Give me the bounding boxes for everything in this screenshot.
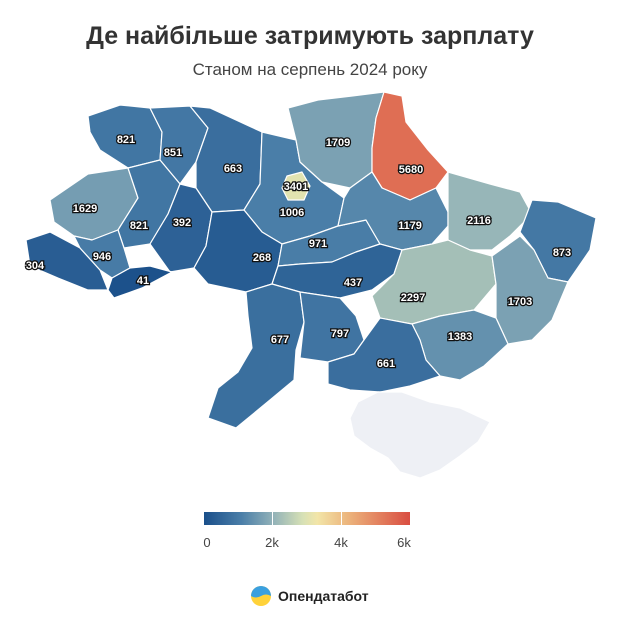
brand-logo: Опендатабот — [250, 585, 369, 607]
value-label-zaporizhzhia: 1383 — [448, 331, 472, 343]
value-label-vinnytsia: 268 — [253, 252, 271, 264]
value-label-donetsk: 1703 — [508, 296, 532, 308]
value-label-kherson: 661 — [377, 358, 395, 370]
value-label-kyiv-city: 3401 — [284, 181, 308, 193]
value-label-volyn: 821 — [117, 134, 135, 146]
region-kyiv-city[interactable] — [281, 171, 311, 201]
legend-tick-mark — [272, 512, 273, 525]
ukraine-map: 821 851 663 1006 1709 5680 1629 821 392 304 946 41 2… — [25, 91, 597, 479]
brand-icon — [251, 586, 271, 606]
region-kharkiv[interactable] — [447, 171, 533, 251]
value-label-kharkiv: 2116 — [467, 215, 491, 227]
value-label-khmelnytskyi: 392 — [173, 217, 191, 229]
value-label-kirovohrad: 437 — [344, 277, 362, 289]
region-kherson[interactable] — [327, 317, 441, 393]
map-title: Де найбільше затримують зарплату — [86, 22, 534, 50]
region-donetsk[interactable] — [491, 235, 569, 345]
value-label-zakarpattia: 304 — [26, 260, 45, 272]
value-label-mykolaiv: 797 — [331, 328, 349, 340]
brand-name: Опендатабот — [278, 588, 369, 604]
value-label-ivano-frankivsk: 946 — [93, 251, 111, 263]
value-label-lviv: 1629 — [73, 203, 97, 215]
legend-tick-mark — [341, 512, 342, 525]
value-label-ternopil: 821 — [130, 220, 148, 232]
legend-label-0: 0 — [203, 535, 211, 550]
value-label-luhansk: 873 — [553, 247, 571, 259]
region-odesa[interactable] — [207, 283, 305, 429]
region-mykolaiv[interactable] — [299, 291, 365, 363]
value-label-rivne: 851 — [164, 147, 182, 159]
value-label-zhytomyr: 663 — [224, 163, 242, 175]
map-subtitle: Станом на серпень 2024 року — [192, 60, 428, 79]
value-label-chernihiv: 1709 — [326, 137, 350, 149]
legend-label-6k: 6k — [397, 535, 411, 550]
legend-label-2k: 2k — [265, 535, 279, 550]
value-label-kyiv-oblast: 1006 — [280, 207, 304, 219]
region-crimea[interactable] — [349, 391, 491, 479]
color-legend — [204, 512, 410, 525]
value-label-poltava: 1179 — [398, 220, 422, 232]
value-label-dnipropetrovsk: 2297 — [401, 292, 425, 304]
region-chernivtsi[interactable] — [107, 265, 173, 299]
value-label-cherkasy: 971 — [309, 238, 327, 250]
legend-label-4k: 4k — [334, 535, 348, 550]
value-label-sumy: 5680 — [399, 164, 423, 176]
value-label-odesa: 677 — [271, 334, 289, 346]
value-label-chernivtsi: 41 — [137, 275, 149, 287]
region-sumy[interactable] — [371, 91, 449, 201]
